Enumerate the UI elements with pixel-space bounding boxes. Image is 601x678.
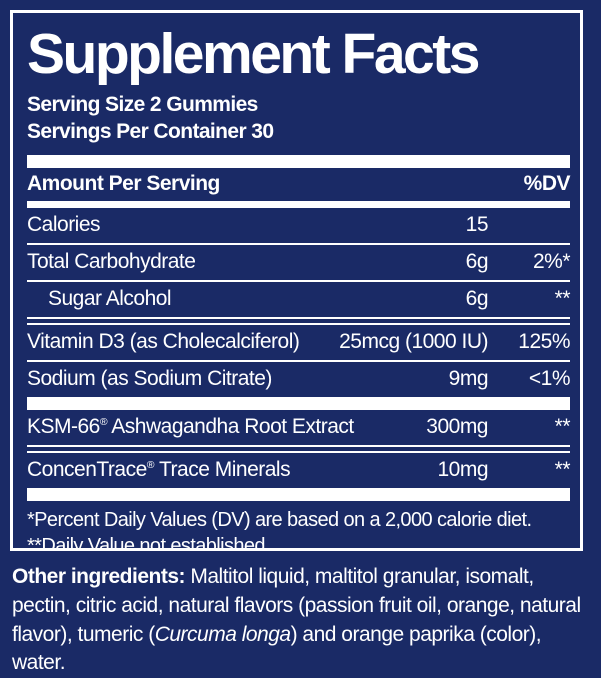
other-ingredients-text: Maltitol liquid, maltitol granular, isom… (12, 565, 581, 646)
nutrient-name: Vitamin D3 (as Cholecalciferol) (27, 329, 300, 353)
separator-thick (27, 396, 570, 410)
nutrient-dv: 125% (518, 329, 570, 353)
nutrient-dv: ** (554, 414, 571, 438)
nutrient-amount: 300mg (426, 414, 488, 438)
nutrient-row: ConcenTrace® Trace Minerals 10mg ** (27, 453, 571, 488)
nutrient-amount: 10mg (437, 457, 488, 481)
label-background: { "colors": { "background": "#1a2a66", "… (10, 10, 583, 675)
separator-thin (27, 242, 570, 245)
footnotes: *Percent Daily Values (DV) are based on … (27, 507, 570, 551)
facts-rows: Calories 15 Total Carbohydrate 6g 2%* Sugar A… (27, 208, 571, 501)
nutrient-name: Sodium (as Sodium Citrate) (27, 366, 272, 390)
serving-info: Serving Size 2 Gummies Servings Per Cont… (27, 92, 570, 146)
facts-header-row: Amount Per Serving %DV (27, 168, 571, 201)
other-ingredients-botanical: Curcuma longa (154, 622, 291, 646)
nutrient-dv: ** (554, 286, 571, 310)
other-ingredients: Other ingredients: Maltitol liquid, malt… (12, 563, 594, 678)
amount-per-serving-label: Amount Per Serving (27, 171, 220, 195)
nutrient-name: Calories (27, 212, 101, 236)
nutrient-row: Total Carbohydrate 6g 2%* (27, 245, 571, 280)
nutrient-dv: ** (554, 457, 571, 481)
dv-header-label: %DV (523, 171, 571, 195)
nutrient-amount: 6g (465, 286, 489, 310)
footnote-not-established: **Daily Value not established. (27, 535, 271, 551)
nutrient-name: Total Carbohydrate (27, 249, 196, 273)
separator-thick (27, 154, 570, 168)
footnote-dv: *Percent Daily Values (DV) are based on … (27, 508, 532, 531)
nutrient-name: KSM-66® Ashwagandha Root Extract (27, 414, 354, 438)
nutrient-row: Sodium (as Sodium Citrate) 9mg <1% (27, 362, 571, 397)
separator-thin (27, 359, 570, 362)
nutrient-name: ConcenTrace® Trace Minerals (27, 457, 291, 481)
other-ingredients-label: Other ingredients: (12, 565, 186, 588)
supplement-facts-title: Supplement Facts (27, 22, 480, 86)
nutrient-amount: 9mg (448, 366, 489, 390)
nutrient-dv: 2%* (532, 249, 571, 273)
nutrient-row: Calories 15 (27, 208, 570, 243)
separator-double (27, 316, 570, 325)
separator-thin (27, 279, 570, 282)
separator-thick (27, 487, 570, 501)
supplement-facts-panel: Supplement Facts Serving Size 2 Gummies … (10, 10, 583, 551)
nutrient-row: Sugar Alcohol 6g ** (27, 282, 571, 317)
separator-double (27, 444, 570, 453)
nutrient-dv: <1% (528, 366, 571, 390)
separator-medium (27, 200, 570, 208)
nutrient-amount: 15 (465, 212, 489, 236)
nutrient-amount: 25mcg (1000 IU) (339, 329, 488, 353)
nutrient-amount: 6g (465, 249, 489, 273)
nutrient-row: KSM-66® Ashwagandha Root Extract 300mg ** (27, 410, 571, 445)
serving-size: Serving Size 2 Gummies (27, 93, 258, 117)
nutrient-row: Vitamin D3 (as Cholecalciferol) 25mcg (10… (27, 325, 571, 360)
nutrient-name: Sugar Alcohol (48, 286, 172, 310)
servings-per-container: Servings Per Container 30 (27, 120, 274, 143)
